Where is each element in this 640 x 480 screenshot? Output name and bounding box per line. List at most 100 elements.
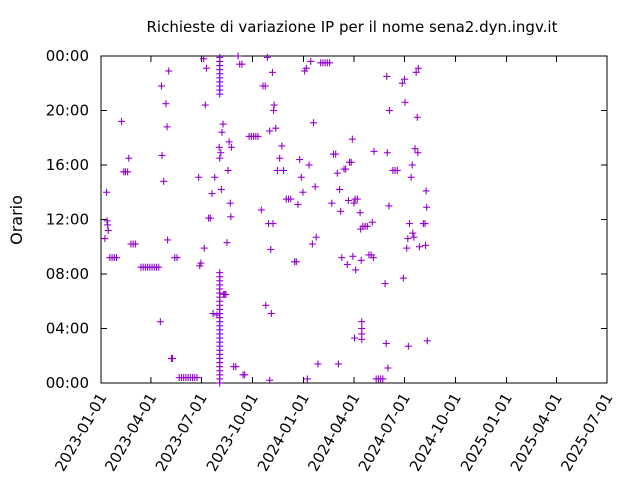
data-point: [162, 100, 170, 108]
data-point: [224, 166, 232, 174]
chart-title: Richieste di variazione IP per il nome s…: [147, 18, 558, 36]
x-tick-label: 2024-07-01: [355, 390, 414, 475]
data-point: [113, 254, 121, 262]
data-point: [296, 156, 304, 164]
data-point: [414, 149, 422, 157]
data-point: [226, 199, 234, 207]
data-point: [409, 229, 417, 237]
x-tick-label: 2024-04-01: [304, 390, 363, 475]
data-point: [350, 199, 358, 207]
data-point: [234, 52, 242, 60]
data-point: [356, 209, 364, 217]
data-point: [269, 220, 277, 228]
data-point: [386, 107, 394, 114]
data-point: [163, 123, 171, 131]
data-point: [124, 168, 132, 176]
data-point: [383, 72, 391, 80]
data-point: [201, 101, 209, 109]
y-tick-label: 04:00: [46, 320, 89, 338]
data-point: [254, 132, 262, 140]
data-point: [368, 218, 376, 226]
data-point: [421, 220, 429, 228]
data-point: [336, 186, 344, 194]
data-point: [314, 360, 322, 368]
y-axis-ticks: 00:00 04:00 08:00 12:00 16:00 20:00 00:00: [46, 47, 607, 392]
data-point: [216, 269, 224, 277]
data-point: [357, 256, 365, 264]
y-tick-label: 00:00: [46, 47, 89, 65]
data-point: [399, 274, 407, 282]
data-point: [332, 150, 340, 158]
data-point: [294, 201, 302, 209]
data-point: [238, 60, 246, 68]
x-tick-label: 2023-01-01: [51, 390, 110, 475]
data-point: [305, 161, 313, 169]
x-tick-label: 2025-07-01: [557, 390, 616, 475]
data-point: [307, 57, 315, 65]
data-point: [311, 183, 319, 191]
data-point: [338, 254, 346, 262]
data-point: [369, 254, 377, 262]
data-point: [215, 143, 223, 151]
data-point: [333, 169, 341, 177]
data-point: [408, 161, 416, 169]
data-point: [398, 79, 406, 87]
data-point: [103, 217, 111, 225]
data-point: [272, 124, 280, 132]
data-point: [104, 221, 112, 229]
data-point: [299, 188, 307, 196]
data-point: [308, 240, 316, 248]
data-point: [193, 374, 201, 382]
data-point: [358, 318, 366, 326]
data-point: [287, 195, 295, 203]
data-point: [241, 371, 249, 379]
data-point: [273, 166, 281, 174]
data-point: [423, 337, 431, 345]
data-point: [404, 342, 412, 350]
data-point: [405, 220, 413, 228]
y-tick-label: 20:00: [46, 102, 89, 120]
x-tick-label: 2023-07-01: [152, 390, 211, 475]
data-point: [217, 149, 225, 157]
data-point: [303, 375, 311, 383]
data-point: [263, 53, 271, 61]
data-point: [413, 113, 421, 121]
data-point: [217, 186, 225, 194]
data-point: [262, 301, 270, 309]
data-point: [351, 334, 359, 342]
data-point: [165, 67, 173, 75]
data-point: [155, 263, 163, 271]
y-tick-label: 16:00: [46, 156, 89, 174]
data-point: [423, 203, 431, 211]
x-axis-ticks: 2023-01-012023-04-012023-07-012023-10-01…: [51, 56, 616, 475]
data-point: [384, 364, 392, 372]
data-point: [297, 173, 305, 181]
data-point: [266, 376, 274, 384]
data-point: [407, 173, 415, 181]
data-point: [195, 173, 203, 181]
y-tick-label: 08:00: [46, 265, 89, 283]
data-point: [400, 75, 408, 83]
data-point: [160, 177, 168, 185]
data-point: [401, 98, 409, 106]
data-point: [326, 59, 334, 67]
data-point: [232, 363, 240, 371]
data-point: [415, 243, 423, 251]
data-point: [393, 166, 401, 174]
data-point: [270, 101, 278, 109]
x-tick-label: 2025-01-01: [457, 390, 516, 475]
data-point: [208, 190, 216, 198]
data-point: [131, 240, 139, 248]
data-point: [169, 354, 177, 362]
data-point: [206, 214, 214, 222]
x-tick-label: 2023-04-01: [101, 390, 160, 475]
data-point: [422, 187, 430, 195]
x-tick-label: 2024-10-01: [406, 390, 465, 475]
data-point: [344, 196, 352, 204]
data-point: [334, 360, 342, 368]
data-point: [216, 154, 224, 162]
data-point: [403, 244, 411, 252]
data-point: [383, 149, 391, 157]
data-point: [309, 119, 317, 127]
data-point: [216, 53, 224, 61]
